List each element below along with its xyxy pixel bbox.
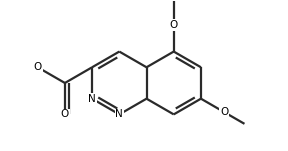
Text: O: O [220,107,228,117]
Text: N: N [115,109,123,119]
Text: O: O [170,20,178,30]
Text: N: N [88,94,96,104]
Text: O: O [61,109,69,119]
Text: O: O [34,62,42,72]
